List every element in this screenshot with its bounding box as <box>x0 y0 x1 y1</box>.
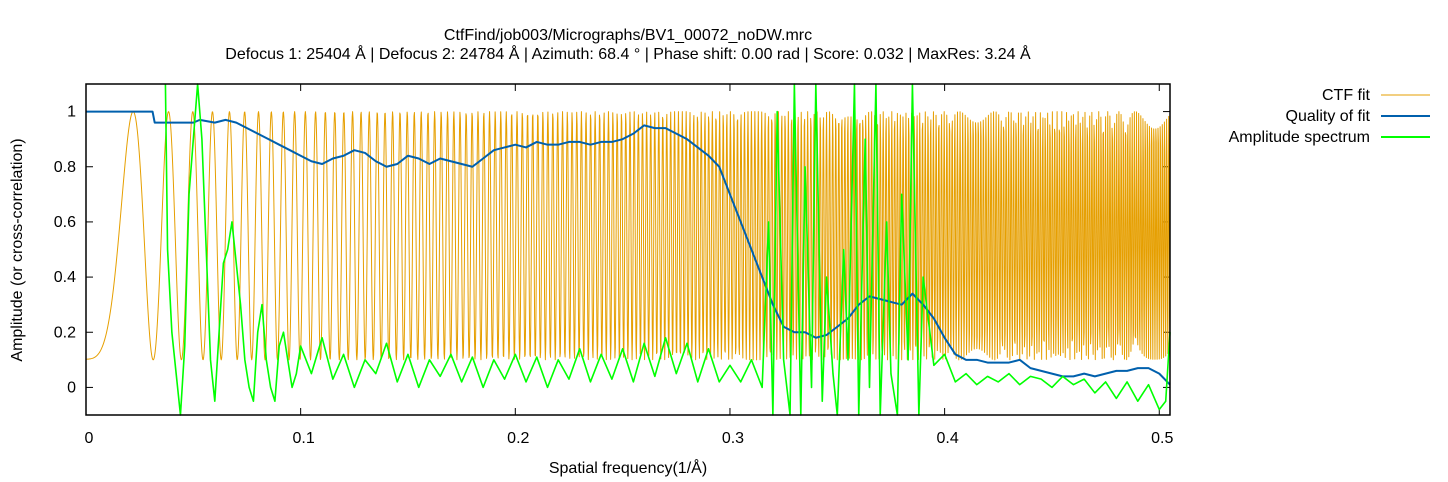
x-tick-label: 0 <box>85 430 94 447</box>
y-tick-label: 0 <box>67 379 76 396</box>
y-tick-label: 1 <box>67 104 76 121</box>
legend-label: Amplitude spectrum <box>1229 129 1370 146</box>
x-axis-label: Spatial frequency(1/Å) <box>549 458 707 477</box>
y-tick-label: 0.4 <box>54 269 76 286</box>
x-tick-label: 0.3 <box>722 430 744 447</box>
chart-title: CtfFind/job003/Micrographs/BV1_00072_noD… <box>444 27 812 44</box>
tick-layer: 0 0.1 0.2 0.3 0.4 0.5 0 0.2 0.4 0.6 0.8 1 <box>54 84 1173 447</box>
legend-label: Quality of fit <box>1286 108 1371 125</box>
y-tick-label: 0.6 <box>54 214 76 231</box>
series-ctf-fit <box>85 111 1171 361</box>
x-tick-label: 0.1 <box>293 430 315 447</box>
y-tick-label: 0.2 <box>54 324 76 341</box>
series-layer <box>85 83 1171 416</box>
x-tick-label: 0.5 <box>1151 430 1173 447</box>
legend: CTF fit Quality of fit Amplitude spectrum <box>1229 87 1430 146</box>
plot-frame <box>85 83 1171 416</box>
x-tick-label: 0.4 <box>936 430 958 447</box>
series-quality-of-fit <box>86 110 1171 386</box>
series-amplitude-spectrum <box>164 83 1171 416</box>
y-axis-label: Amplitude (or cross-correlation) <box>9 138 26 361</box>
chart-subtitle: Defocus 1: 25404 Å | Defocus 2: 24784 Å … <box>225 44 1031 63</box>
legend-label: CTF fit <box>1322 87 1371 104</box>
y-tick-label: 0.8 <box>54 159 76 176</box>
x-tick-label: 0.2 <box>507 430 529 447</box>
